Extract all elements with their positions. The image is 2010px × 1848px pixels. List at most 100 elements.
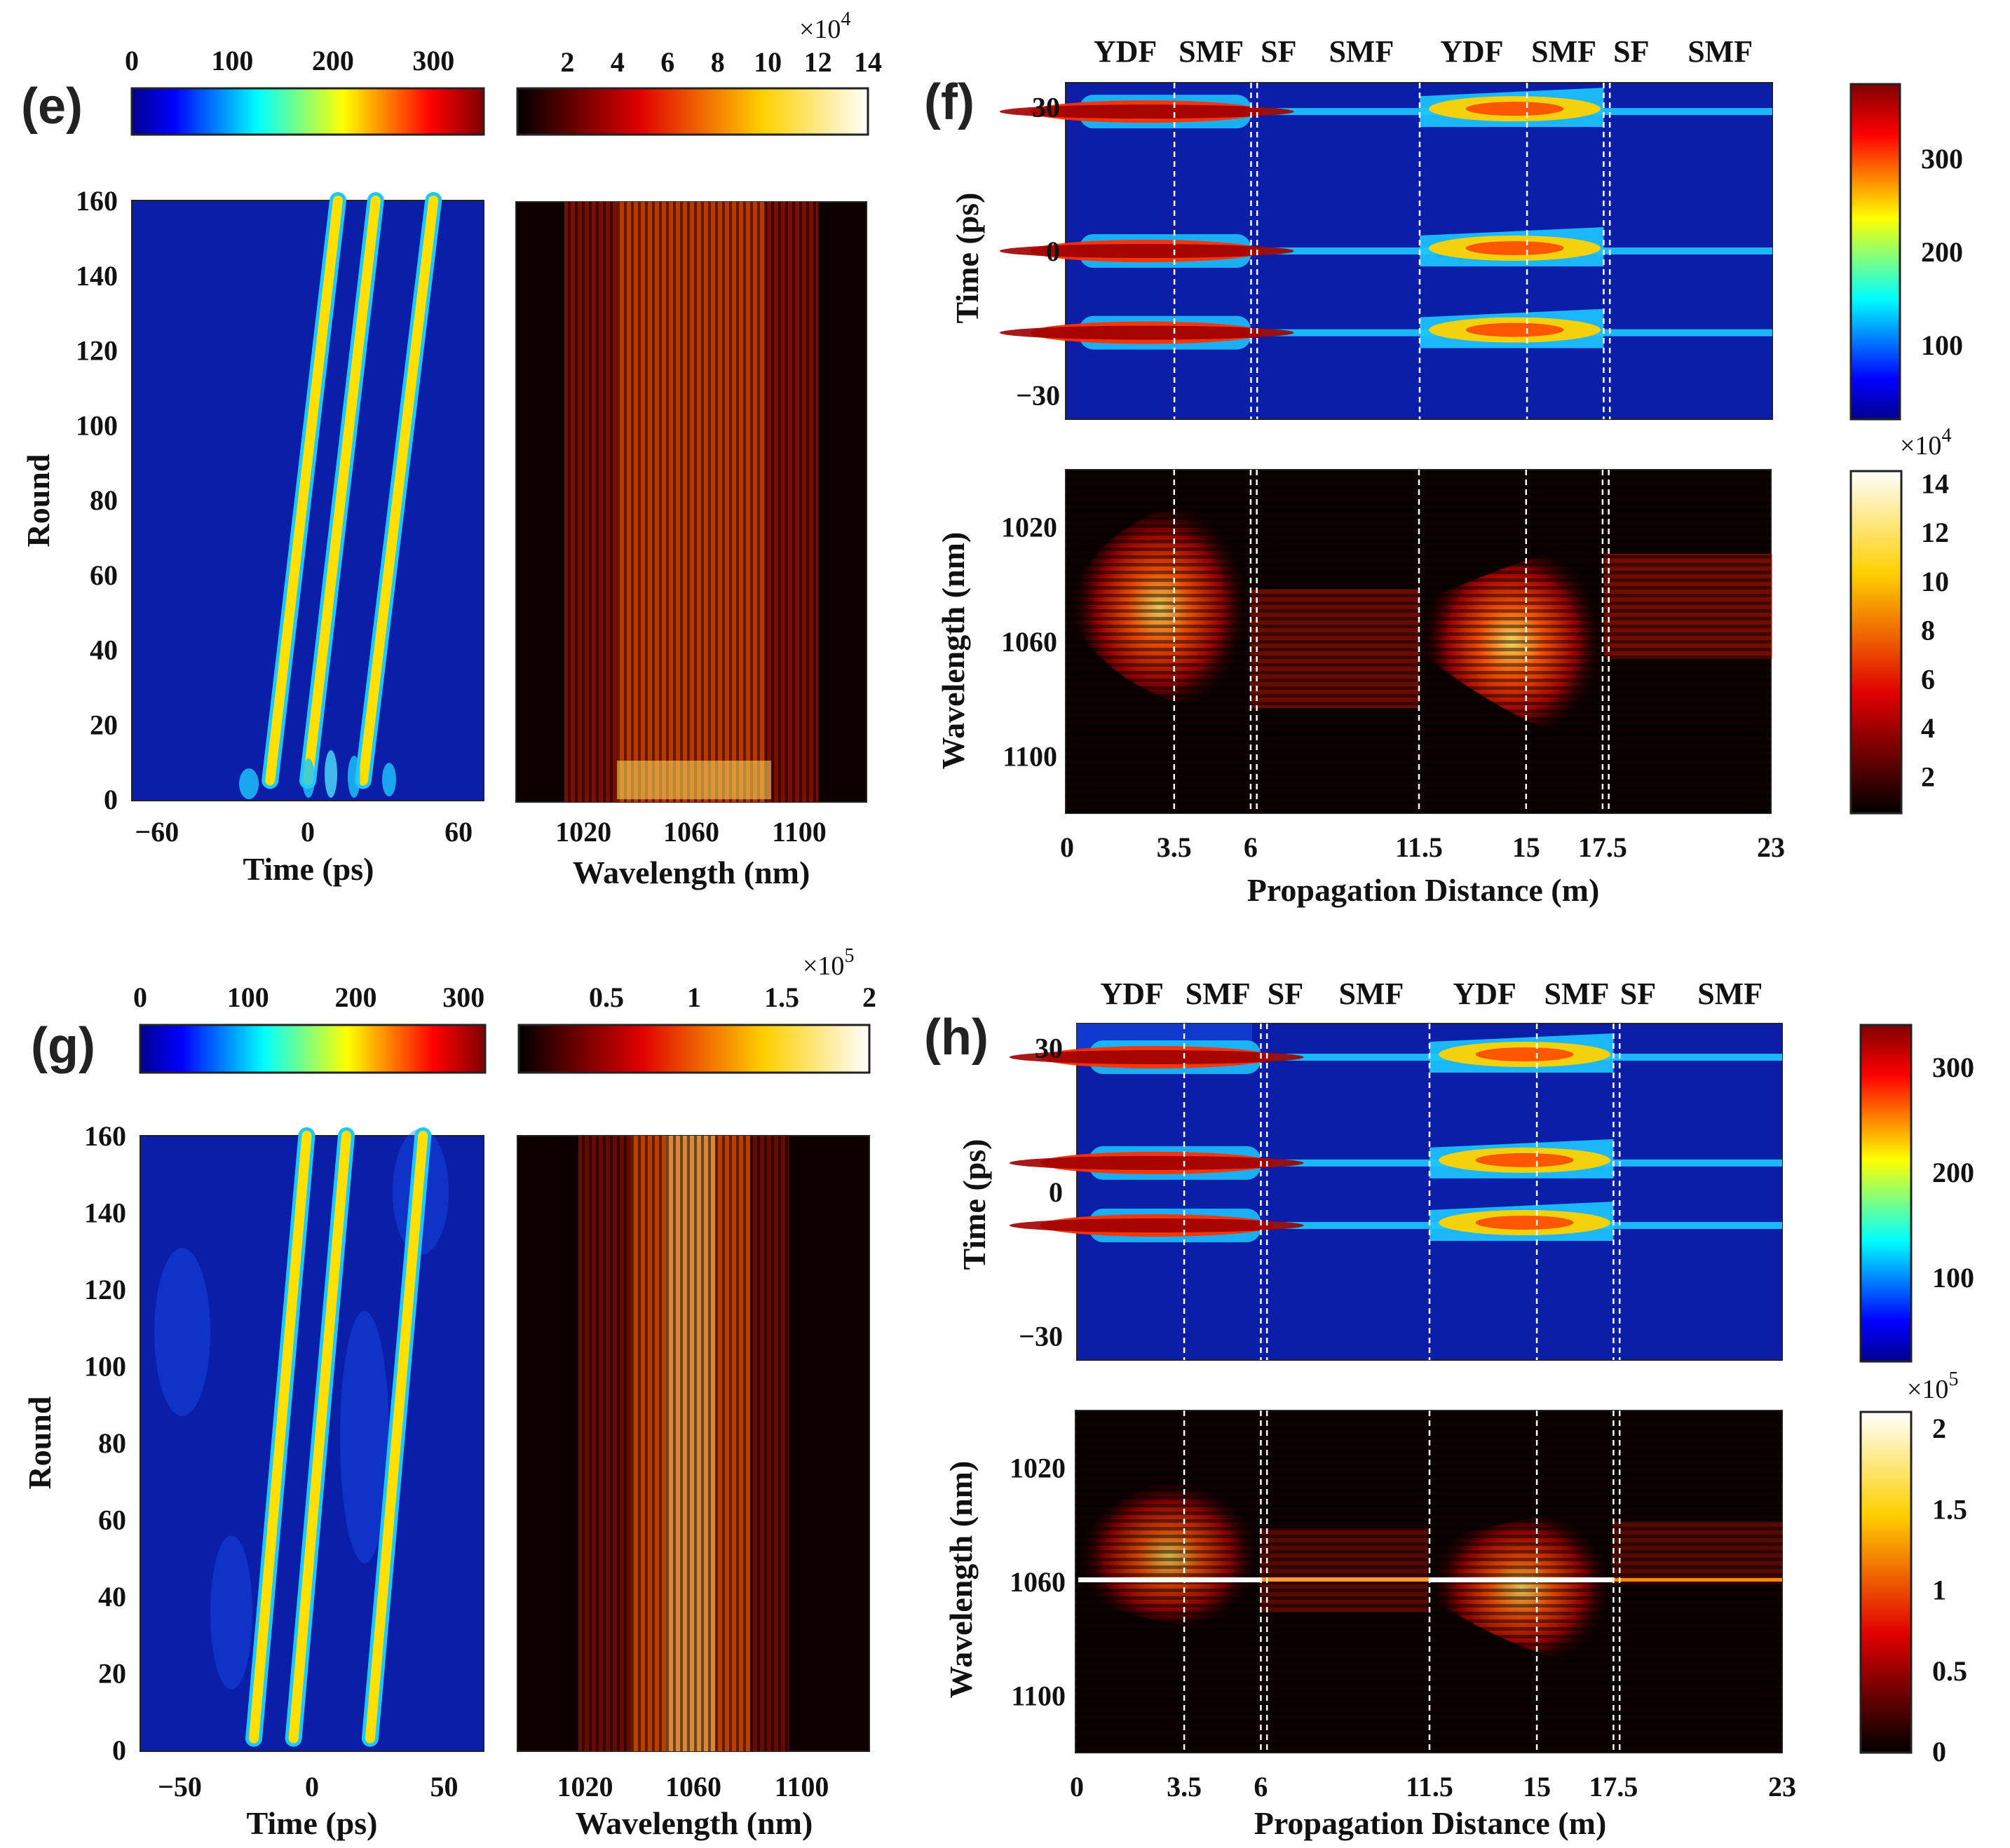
panel-label-f: (f) — [924, 74, 975, 130]
colorbar-ticks: 100 200 300 — [1921, 143, 1963, 361]
y-tick-label: 30 — [1035, 1032, 1063, 1064]
colorbar-tick-label: 0.5 — [1932, 1655, 1967, 1687]
y-axis-label: Time (ps) — [956, 1139, 992, 1270]
pulse-core-inner — [1465, 322, 1564, 337]
colorbar-tick-label: 1.5 — [1932, 1493, 1967, 1525]
x-axis-label: Propagation Distance (m) — [1254, 1805, 1607, 1841]
y-axis-label: Round — [20, 454, 56, 547]
x-tick-label: 15 — [1523, 1771, 1551, 1802]
y-tick-label: 0 — [1046, 236, 1060, 267]
y-tick-label: 60 — [98, 1504, 126, 1536]
segment-label: YDF — [1453, 977, 1516, 1011]
colorbar-exponent: ×104 — [799, 8, 850, 44]
colorbar-ticks: 100 200 300 — [1932, 1052, 1974, 1293]
startup-noise — [239, 750, 396, 799]
colorbar-ticks: 0 100 200 300 — [125, 45, 454, 76]
x-tick-label: 15 — [1512, 831, 1540, 863]
x-axis-label: Wavelength (nm) — [573, 855, 810, 890]
segment-dividers — [1183, 1024, 1621, 1360]
y-axis-label: Time (ps) — [949, 193, 985, 324]
colorbar-exponent: ×105 — [803, 945, 854, 981]
segment-label: SMF — [1338, 977, 1404, 1011]
panel-f: (f) YDF SMF SF SMF YDF SMF SF SMF −30 0 30 Time (… — [924, 34, 1963, 908]
colorbar-tick-label: 4 — [611, 46, 625, 78]
colorbar-tick-label: 1 — [687, 981, 701, 1013]
x-tick-label: −50 — [158, 1771, 202, 1802]
y-tick-label: 120 — [76, 335, 118, 367]
colorbar-tick-label: 8 — [1921, 615, 1935, 646]
colorbar-tick-label: 0.5 — [589, 981, 624, 1013]
spectrum-startup — [617, 761, 771, 799]
pulse-core-inner — [1465, 241, 1564, 255]
y-tick-label: 0 — [112, 1734, 126, 1766]
pulse-trace — [303, 196, 381, 786]
y-tick-label: 1020 — [1001, 512, 1057, 543]
x-axis-ticks: 1020 1060 1100 — [557, 1771, 829, 1802]
colorbar-tick-label: 200 — [1921, 236, 1963, 268]
x-axis-label: Time (ps) — [247, 1805, 378, 1841]
x-tick-label: 0 — [301, 816, 315, 848]
colorbar-tick-label: 1.5 — [764, 981, 799, 1013]
segment-label: SMF — [1329, 34, 1394, 69]
segment-dividers — [1173, 83, 1611, 419]
colorbar-ticks: 0.5 1 1.5 2 — [589, 981, 876, 1013]
cw-line — [1078, 1577, 1262, 1582]
colorbar-intensity — [130, 87, 485, 136]
y-tick-label: 1100 — [1003, 740, 1057, 772]
panel-label-e: (e) — [21, 79, 83, 135]
x-tick-label: 23 — [1757, 831, 1785, 863]
segment-label: SMF — [1186, 977, 1251, 1011]
y-tick-label: 100 — [76, 409, 118, 441]
pulse-core-inner — [1009, 1050, 1304, 1064]
y-tick-label: 40 — [98, 1581, 126, 1612]
colorbar-ticks: 0 0.5 1 1.5 2 — [1932, 1413, 1967, 1767]
panel-e: (e) 0 100 200 300 2 4 6 8 10 12 14 ×104 0 20 40 60 80… — [20, 8, 882, 890]
pulse-trace — [365, 1131, 428, 1744]
y-tick-label: 80 — [90, 484, 118, 516]
y-tick-label: 100 — [84, 1351, 126, 1382]
colorbar-tick-label: 1 — [1932, 1575, 1946, 1606]
colorbar-tick-label: 10 — [754, 46, 782, 78]
colorbar-tick-label: 200 — [1932, 1157, 1974, 1188]
colorbar-tick-label: 0 — [125, 45, 139, 76]
y-tick-label: 30 — [1032, 91, 1060, 123]
y-tick-label: 1060 — [1010, 1566, 1066, 1598]
colorbar-intensity — [139, 1024, 487, 1074]
colorbar-tick-label: 6 — [1921, 663, 1935, 695]
x-tick-label: 50 — [430, 1771, 458, 1802]
x-axis-label: Wavelength (nm) — [576, 1805, 813, 1841]
y-tick-label: 20 — [98, 1658, 126, 1690]
y-tick-label: 1060 — [1001, 626, 1057, 658]
x-tick-label: 6 — [1244, 831, 1258, 863]
y-tick-label: 1020 — [1010, 1452, 1066, 1483]
y-axis-ticks: 1020 1060 1100 — [1001, 512, 1057, 773]
pulse-traces — [245, 1127, 432, 1747]
y-axis-ticks: 0 20 40 60 80 100 120 140 160 — [84, 1120, 126, 1766]
pulse-trace — [288, 1131, 351, 1744]
x-axis-label: Time (ps) — [243, 851, 374, 887]
colorbar-tick-label: 200 — [312, 45, 354, 76]
segment-label: SMF — [1531, 34, 1596, 69]
colorbar-tick-label: 100 — [227, 981, 269, 1013]
colorbar-tick-label: 14 — [854, 46, 882, 78]
pulse-core-inner — [1465, 102, 1564, 116]
colorbar-tick-label: 0 — [1932, 1736, 1946, 1767]
x-tick-label: 11.5 — [1395, 831, 1443, 863]
pulse-core-inner — [1475, 1047, 1574, 1061]
colorbar-tick-label: 300 — [1921, 143, 1963, 175]
x-tick-label: 0 — [1060, 831, 1074, 863]
y-axis-label: Wavelength (nm) — [935, 532, 971, 770]
y-tick-label: 1100 — [1011, 1680, 1066, 1712]
segment-label: SF — [1613, 34, 1649, 69]
colorbar-tick-label: 4 — [1921, 712, 1935, 744]
fiber-segment-labels: YDF SMF SF SMF YDF SMF SF SMF — [1101, 977, 1763, 1011]
x-tick-label: 1100 — [772, 816, 827, 848]
colorbar-tick-label: 200 — [335, 981, 377, 1013]
panel-label-g: (g) — [31, 1018, 95, 1074]
colorbar-tick-label: 2 — [862, 981, 876, 1013]
y-tick-label: 40 — [90, 634, 118, 666]
pulse-core-inner — [1009, 1218, 1304, 1232]
colorbar-tick-label: 300 — [442, 981, 484, 1013]
colorbar-ticks: 0 100 200 300 — [133, 981, 484, 1013]
colorbar-tick-label: 10 — [1921, 566, 1949, 597]
